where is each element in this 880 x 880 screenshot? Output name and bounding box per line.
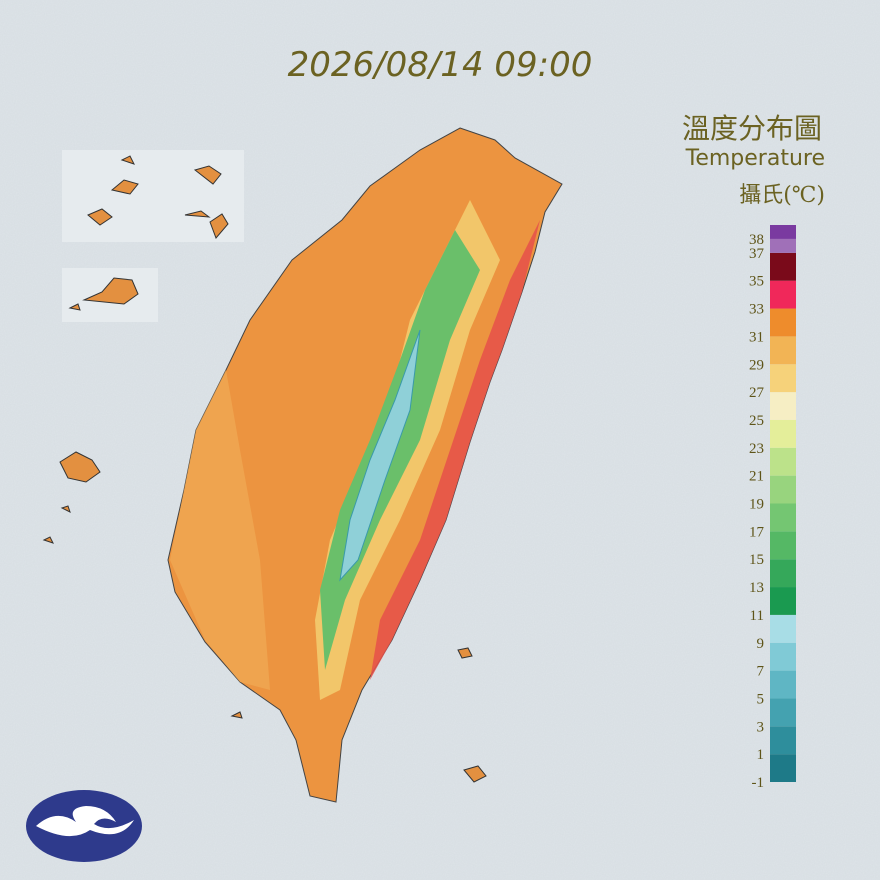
legend-tick-label: 27 — [749, 385, 765, 401]
color-step — [770, 587, 796, 615]
legend-tick-label: 13 — [749, 580, 764, 596]
color-step — [770, 642, 796, 671]
color-step — [770, 670, 796, 699]
timestamp: 2026/08/14 09:00 — [288, 45, 593, 85]
logo-mark — [36, 806, 134, 837]
legend-tick-label: 11 — [750, 608, 764, 624]
legend-tick-label: 1 — [757, 747, 765, 763]
color-step — [770, 698, 796, 727]
color-step — [770, 447, 796, 476]
legend-tick-label: 37 — [749, 246, 765, 262]
color-step — [770, 336, 796, 365]
legend-tick-label: 35 — [749, 274, 764, 290]
legend-tick-label: 19 — [749, 497, 764, 513]
color-step — [770, 392, 796, 420]
legend-tick-label: 29 — [749, 357, 764, 373]
legend-tick-label: 15 — [749, 552, 764, 568]
color-step — [770, 614, 796, 643]
color-step — [770, 475, 796, 504]
legend-tick-label: 23 — [749, 441, 764, 457]
color-step — [770, 503, 796, 532]
taiwan — [167, 127, 563, 803]
legend-tick-label: 5 — [757, 691, 765, 707]
color-step — [770, 252, 796, 281]
legend-tick-label: 9 — [757, 636, 765, 652]
color-step — [770, 364, 796, 393]
legend-tick-label: 31 — [749, 329, 764, 345]
legend-tick-label: 7 — [757, 664, 765, 680]
legend-tick-label: 33 — [749, 302, 764, 318]
legend-tick-label: 25 — [749, 413, 764, 429]
color-step — [770, 726, 796, 755]
legend-tick-label: 17 — [749, 524, 765, 540]
color-step — [770, 419, 796, 448]
color-step — [770, 308, 796, 337]
legend-unit: 攝氏(℃) — [739, 183, 825, 208]
color-step — [770, 238, 796, 253]
color-step — [770, 531, 796, 560]
legend-tick-label: 21 — [749, 469, 764, 485]
islands — [42, 155, 487, 783]
color-step — [770, 280, 796, 309]
color-step — [770, 559, 796, 588]
color-step — [770, 225, 796, 239]
legend-title: 溫度分布圖 — [682, 112, 822, 145]
color-step — [770, 754, 796, 782]
legend-tick-label: 38 — [749, 232, 764, 248]
legend-tick-label: -1 — [752, 775, 765, 791]
legend-tick-label: 3 — [757, 719, 765, 735]
legend-subtitle: Temperature — [685, 146, 825, 171]
